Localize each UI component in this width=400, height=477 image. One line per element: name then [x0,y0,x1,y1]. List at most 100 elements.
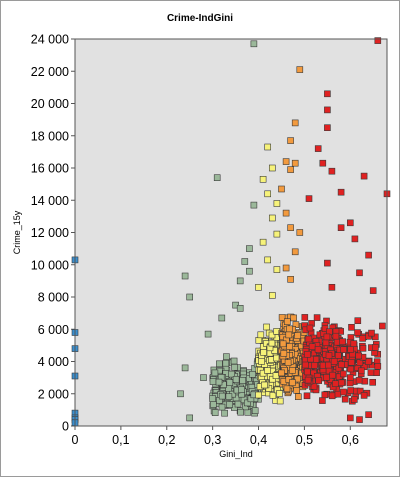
data-point [330,358,338,365]
data-point-red [324,106,331,114]
data-point [280,349,288,357]
data-point [365,358,372,365]
data-point [348,358,355,366]
data-point [319,361,327,369]
data-point [221,409,228,417]
data-point [311,362,318,369]
data-point [238,386,245,394]
x-axis-label: Gini_Ind [219,449,253,459]
data-point-orange [282,209,290,217]
data-point [334,352,342,359]
data-point [361,377,369,385]
data-point [347,346,354,353]
data-point [269,391,277,399]
data-point-orange [287,275,294,283]
data-point-green [177,390,184,398]
data-point-green [250,40,258,48]
y-tick-label: 6 000 [38,323,69,337]
data-point-red [346,219,354,227]
data-point [294,332,301,339]
data-point [306,324,314,332]
data-point-yellow [255,283,262,291]
chart-title: Crime-IndGini [166,13,234,24]
data-point [367,369,375,376]
data-point [305,335,313,343]
plot-border [74,38,388,427]
data-point [283,385,291,393]
data-point-yellow [273,266,281,273]
data-point-green [181,364,189,372]
data-point [226,401,233,408]
data-point-green [204,330,212,338]
y-tick-label: 8 000 [38,291,69,305]
data-point [313,314,321,321]
data-point-yellow [259,238,267,246]
data-point-yellow [268,214,276,222]
data-point-red [360,172,368,180]
y-tick-label: 24 000 [31,33,69,47]
data-point [211,409,219,417]
data-point-red [374,362,382,370]
data-point [215,378,223,386]
data-point [354,317,362,325]
data-point-red [365,251,372,259]
data-point-red [365,411,372,419]
x-tick-label: 0 [72,433,79,447]
data-point-yellow [273,230,281,238]
data-point [268,339,276,347]
data-point [294,393,302,401]
data-point [350,396,358,403]
data-point [358,367,365,375]
data-point-green [236,304,244,312]
data-point [341,395,349,403]
data-points [71,37,391,427]
data-point-red [346,374,354,381]
data-point [356,387,364,395]
y-axis-label: Crime_15y [12,210,22,254]
data-point-orange [291,119,299,127]
data-point [255,336,263,344]
data-point-green [218,314,226,322]
data-point [249,370,256,378]
data-point [332,380,339,388]
data-point-orange [287,137,294,144]
data-point [286,325,293,333]
data-point [347,365,355,373]
data-point [325,361,332,369]
data-point-red [337,224,345,231]
data-point-green [241,258,249,265]
data-point [339,338,347,346]
data-point [269,375,276,383]
data-point [294,375,301,383]
data-point-red [328,283,336,291]
data-point-orange [282,158,290,165]
y-tick-label: 2 000 [38,387,69,401]
data-point-yellow [264,256,272,264]
data-point [329,371,337,379]
data-point-green [181,272,189,280]
data-point [258,358,265,365]
data-point-orange [296,229,304,236]
data-point-yellow [268,164,276,172]
data-point-red [314,145,322,152]
x-tick-label: 0,2 [158,433,175,447]
data-point [359,344,367,352]
x-tick-label: 0,1 [112,433,129,447]
data-point [340,388,347,396]
data-point [322,339,330,347]
data-point [276,397,284,405]
y-axis: 0 2 000 4 000 6 000 8 000 10 000 12 000 14 000 1… [31,33,75,434]
data-point-red [351,235,359,243]
data-point-yellow [259,176,267,183]
data-point [371,333,379,341]
data-point-orange [282,264,290,272]
data-point [276,390,283,397]
data-point [272,372,280,380]
data-point-yellow [273,200,281,207]
data-point [301,314,309,321]
data-point [302,361,309,369]
data-point [355,352,363,360]
data-point-red [346,414,354,422]
data-point [278,314,286,321]
